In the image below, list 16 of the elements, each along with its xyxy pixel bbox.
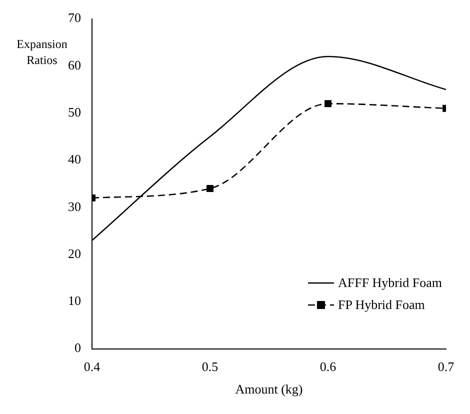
y-axis-title: Expansion Ratios xyxy=(16,36,68,67)
x-tick-label: 0.5 xyxy=(202,359,218,374)
x-axis-title: Amount (kg) xyxy=(235,382,303,397)
legend-label: AFFF Hybrid Foam xyxy=(338,275,442,291)
y-tick-label: 60 xyxy=(68,57,81,72)
y-tick-label: 70 xyxy=(68,10,81,26)
x-tick-label: 0.4 xyxy=(84,359,101,374)
y-tick-label: 50 xyxy=(68,104,81,120)
y-tick-label: 0 xyxy=(74,340,81,356)
y-tick-label: 10 xyxy=(68,293,81,308)
x-tick-label: 0.7 xyxy=(438,359,455,374)
x-tick-label: 0.6 xyxy=(320,359,337,374)
y-tick-label: 20 xyxy=(68,246,81,261)
legend-label: FP Hybrid Foam xyxy=(338,297,425,313)
y-tick-label: 40 xyxy=(68,152,81,167)
y-tick-label: 30 xyxy=(68,198,81,214)
